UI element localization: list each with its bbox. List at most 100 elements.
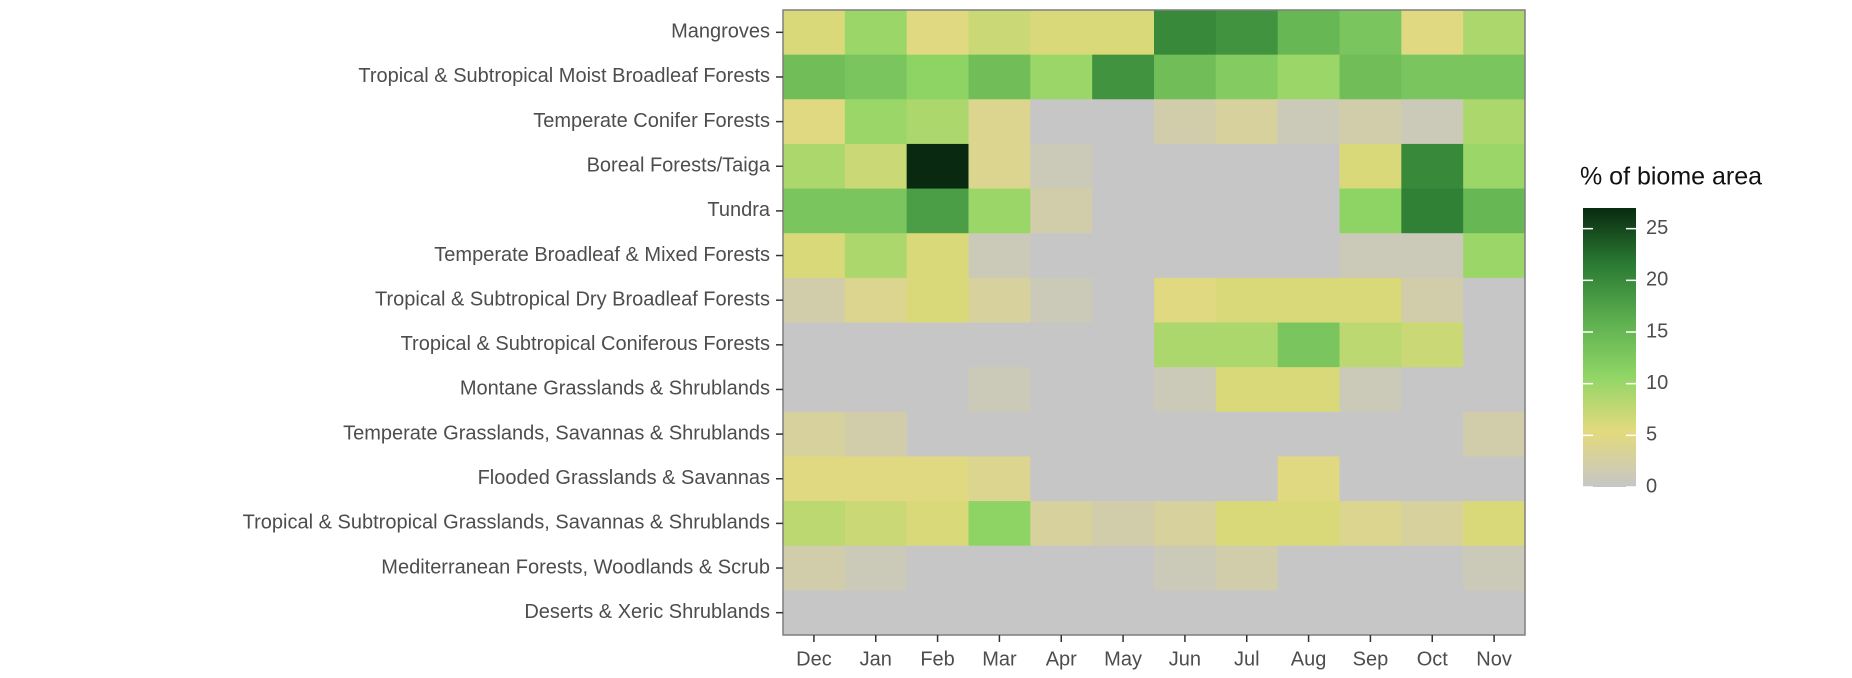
- heat-cell: [906, 367, 969, 413]
- heat-cell: [968, 456, 1031, 502]
- heat-cell: [1401, 99, 1464, 145]
- heat-cell: [1154, 277, 1217, 323]
- heat-cell: [1277, 143, 1340, 190]
- heat-cell: [783, 277, 846, 323]
- heat-cell: [906, 99, 969, 145]
- heat-cell: [968, 99, 1031, 145]
- heat-cell: [1277, 411, 1340, 457]
- heat-cell: [968, 188, 1031, 234]
- heat-cell: [1339, 411, 1402, 457]
- x-tick-label: Oct: [1417, 648, 1449, 670]
- heat-cell: [1030, 188, 1093, 234]
- heat-cell: [1277, 10, 1340, 56]
- heat-cell: [1215, 99, 1279, 145]
- heat-cell: [1215, 411, 1279, 457]
- heat-cell: [906, 545, 969, 591]
- heat-cell: [906, 54, 969, 100]
- heat-cell: [968, 545, 1031, 591]
- heat-cell: [1154, 143, 1217, 190]
- heat-cell: [1092, 233, 1155, 279]
- heat-cell: [1401, 411, 1464, 457]
- y-tick-label: Tundra: [707, 199, 771, 221]
- y-tick-label: Tropical & Subtropical Moist Broadleaf F…: [358, 65, 770, 87]
- y-tick-label: Temperate Grasslands, Savannas & Shrubla…: [343, 422, 770, 444]
- heat-cell: [1215, 143, 1279, 190]
- heat-cell: [1092, 143, 1155, 190]
- heat-cell: [1401, 501, 1464, 547]
- heat-cell: [1401, 367, 1464, 413]
- heat-cell: [906, 322, 969, 368]
- heat-cell: [783, 54, 846, 100]
- heat-cell: [1339, 590, 1402, 636]
- heat-cell: [1154, 233, 1217, 279]
- heat-cell: [783, 10, 846, 56]
- heat-cell: [1339, 277, 1402, 323]
- y-tick-label: Flooded Grasslands & Savannas: [478, 467, 770, 489]
- colorbar-tick-label: 0: [1646, 475, 1657, 497]
- heat-cell: [783, 590, 846, 636]
- heat-cell: [968, 277, 1031, 323]
- heat-cell: [1215, 322, 1279, 368]
- heat-cell: [1463, 322, 1526, 368]
- heat-cell: [844, 99, 908, 145]
- heat-cell: [968, 590, 1031, 636]
- heat-cell: [1215, 277, 1279, 323]
- heat-cell: [1154, 188, 1217, 234]
- heat-cell: [1215, 188, 1279, 234]
- plot-border: [782, 9, 1526, 636]
- heat-cell: [906, 501, 969, 547]
- y-tick-label: Tropical & Subtropical Dry Broadleaf For…: [375, 288, 770, 310]
- heat-cell: [1463, 456, 1526, 502]
- heat-cell: [906, 188, 969, 234]
- heat-cell: [968, 367, 1031, 413]
- heat-cell: [1030, 322, 1093, 368]
- y-tick-label: Temperate Conifer Forests: [533, 110, 770, 132]
- heat-cell: [1092, 456, 1155, 502]
- legend-title: % of biome area: [1580, 163, 1762, 191]
- heat-cell: [1154, 367, 1217, 413]
- heat-cell: [1463, 411, 1526, 457]
- heat-cell: [1092, 322, 1155, 368]
- heat-cell: [1277, 545, 1340, 591]
- heat-cell: [906, 411, 969, 457]
- heat-cell: [968, 143, 1031, 190]
- y-tick-label: Tropical & Subtropical Grasslands, Savan…: [243, 512, 770, 534]
- x-tick-label: Apr: [1046, 648, 1077, 670]
- heat-cell: [1277, 367, 1340, 413]
- heat-cell: [844, 10, 908, 56]
- heat-cell: [844, 188, 908, 234]
- y-tick-label: Montane Grasslands & Shrublands: [460, 378, 770, 400]
- heat-cell: [1401, 590, 1464, 636]
- heat-cell: [1215, 456, 1279, 502]
- heat-cell: [1030, 54, 1093, 100]
- x-tick-label: Jul: [1234, 648, 1260, 670]
- heat-cell: [1154, 54, 1217, 100]
- heat-cell: [1092, 99, 1155, 145]
- heat-cell: [1030, 10, 1093, 56]
- heat-cell: [1339, 188, 1402, 234]
- heat-cell: [1030, 367, 1093, 413]
- heat-cell: [1154, 10, 1217, 56]
- heat-cell: [968, 54, 1031, 100]
- heat-cell: [1154, 590, 1217, 636]
- heat-cell: [1154, 456, 1217, 502]
- heat-cell: [1277, 590, 1340, 636]
- heat-cell: [1401, 143, 1464, 190]
- heat-cell: [1277, 322, 1340, 368]
- heat-cell: [783, 233, 846, 279]
- heat-cell: [906, 143, 969, 190]
- colorbar-tick-label: 25: [1646, 217, 1668, 239]
- y-tick-label: Mediterranean Forests, Woodlands & Scrub: [381, 556, 770, 578]
- colorbar: [1583, 208, 1636, 487]
- heat-cell: [844, 233, 908, 279]
- heat-cell: [1092, 501, 1155, 547]
- heat-cell: [1339, 143, 1402, 190]
- heat-cell: [844, 143, 908, 190]
- y-tick-label: Mangroves: [671, 21, 770, 43]
- heat-cell: [1215, 367, 1279, 413]
- x-tick-label: Dec: [796, 648, 832, 670]
- heat-cell: [1092, 188, 1155, 234]
- heat-cell: [1463, 233, 1526, 279]
